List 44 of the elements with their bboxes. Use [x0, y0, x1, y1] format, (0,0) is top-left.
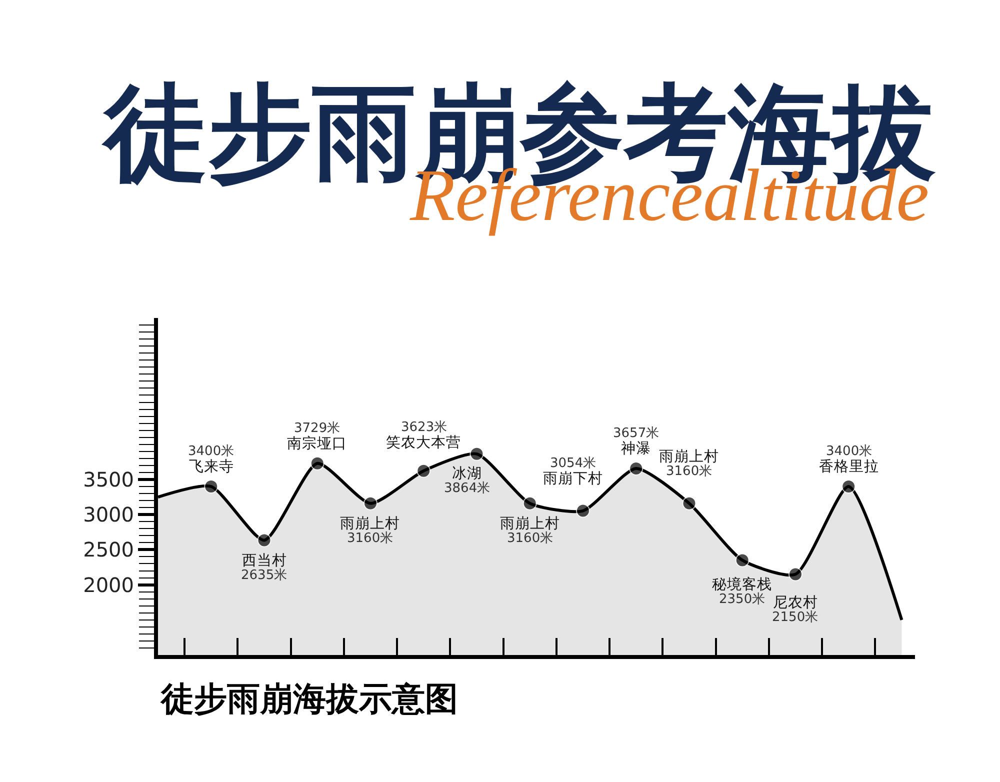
point: [842, 480, 856, 494]
data-label: 3054米: [550, 456, 596, 471]
point: [522, 496, 537, 510]
point: [629, 461, 644, 476]
point: [363, 496, 378, 510]
point: [470, 446, 484, 461]
point: [257, 533, 272, 548]
y-tick-label: 2000: [83, 572, 134, 597]
annotation: 雨崩下村: [543, 470, 603, 487]
data-label: 2635米: [241, 568, 288, 583]
point: [310, 456, 324, 470]
data-label: 3864米: [444, 481, 490, 496]
data-label: 3400米: [826, 444, 872, 459]
y-tick-label: 2500: [83, 538, 134, 562]
annotation: 笑农大本营: [386, 434, 461, 451]
annotation: 秘境客栈: [712, 576, 772, 593]
y-tick-label: 3000: [83, 502, 134, 527]
data-label: 3657米: [613, 426, 660, 441]
annotation: 雨崩上村: [340, 515, 400, 532]
annotation: 西当村: [242, 552, 287, 569]
data-label: 3729米: [294, 421, 340, 436]
annotation: 雨崩上村: [659, 448, 719, 465]
point: [682, 496, 696, 510]
annotation: 飞来寺: [189, 458, 234, 475]
text: 徒步雨崩海拔示意图: [160, 679, 458, 718]
point: [576, 504, 590, 518]
annotation: 神瀑: [621, 440, 651, 457]
point: [788, 567, 802, 582]
annotation: 尼农村: [773, 594, 818, 611]
point: [204, 480, 218, 494]
annotation: 香格里拉: [819, 458, 879, 475]
data-label: 3160米: [347, 531, 394, 546]
y-tick-label: 3500: [83, 467, 134, 492]
annotation: 南宗垭口: [287, 435, 347, 452]
data-label: 3160米: [666, 464, 712, 479]
point: [735, 553, 750, 568]
annotation: 雨崩上村: [500, 515, 560, 532]
data-label: 3160米: [507, 531, 554, 546]
data-label: 2150米: [772, 610, 818, 625]
data-label: 3623米: [401, 420, 448, 435]
annotation: 冰湖: [452, 465, 482, 482]
data-label: 2350米: [719, 592, 766, 607]
data-label: 3400米: [188, 444, 234, 459]
point: [416, 464, 431, 478]
